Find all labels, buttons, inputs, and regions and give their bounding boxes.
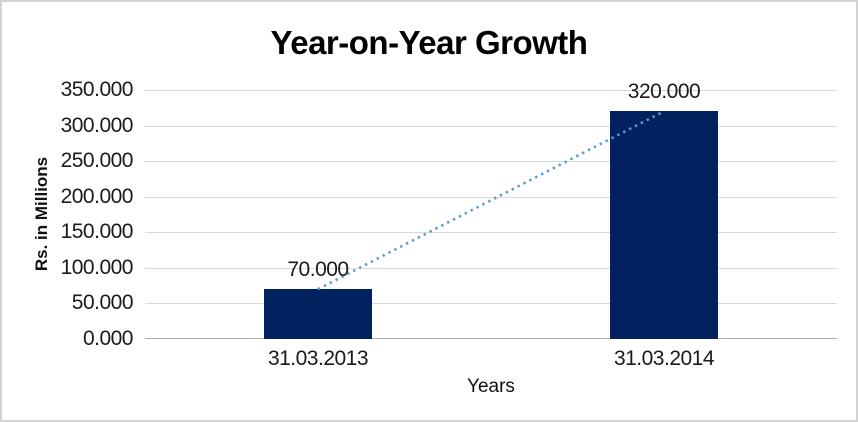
x-tick-label: 31.03.2014 <box>613 347 715 370</box>
bar-data-label: 70.000 <box>287 258 349 282</box>
x-axis-line <box>145 338 837 339</box>
y-tick-label: 0.000 <box>82 327 134 350</box>
y-tick-label: 300.000 <box>60 113 134 137</box>
y-tick-label: 200.000 <box>60 184 134 208</box>
gridline <box>145 267 837 269</box>
bar-31.03.2013 <box>264 289 372 339</box>
x-tick-label: 31.03.2013 <box>267 347 369 370</box>
y-tick-label: 100.000 <box>60 255 134 279</box>
y-axis-title: Rs. in Millions <box>32 156 51 272</box>
gridline <box>145 303 837 305</box>
plot-area <box>145 90 837 339</box>
gridline <box>145 196 837 198</box>
bar-31.03.2014 <box>610 111 718 339</box>
x-axis-title: Years <box>467 376 515 397</box>
gridline <box>145 232 837 234</box>
chart-title: Year-on-Year Growth <box>270 24 588 61</box>
gridline <box>145 161 837 163</box>
gridline <box>145 125 837 127</box>
y-tick-label: 250.000 <box>60 149 134 173</box>
y-tick-label: 150.000 <box>60 220 134 244</box>
trend-line <box>317 110 665 291</box>
y-tick-label: 50.000 <box>71 291 134 315</box>
bar-data-label: 320.000 <box>627 80 701 104</box>
y-tick-label: 350.000 <box>60 78 134 101</box>
gridline <box>145 90 837 91</box>
